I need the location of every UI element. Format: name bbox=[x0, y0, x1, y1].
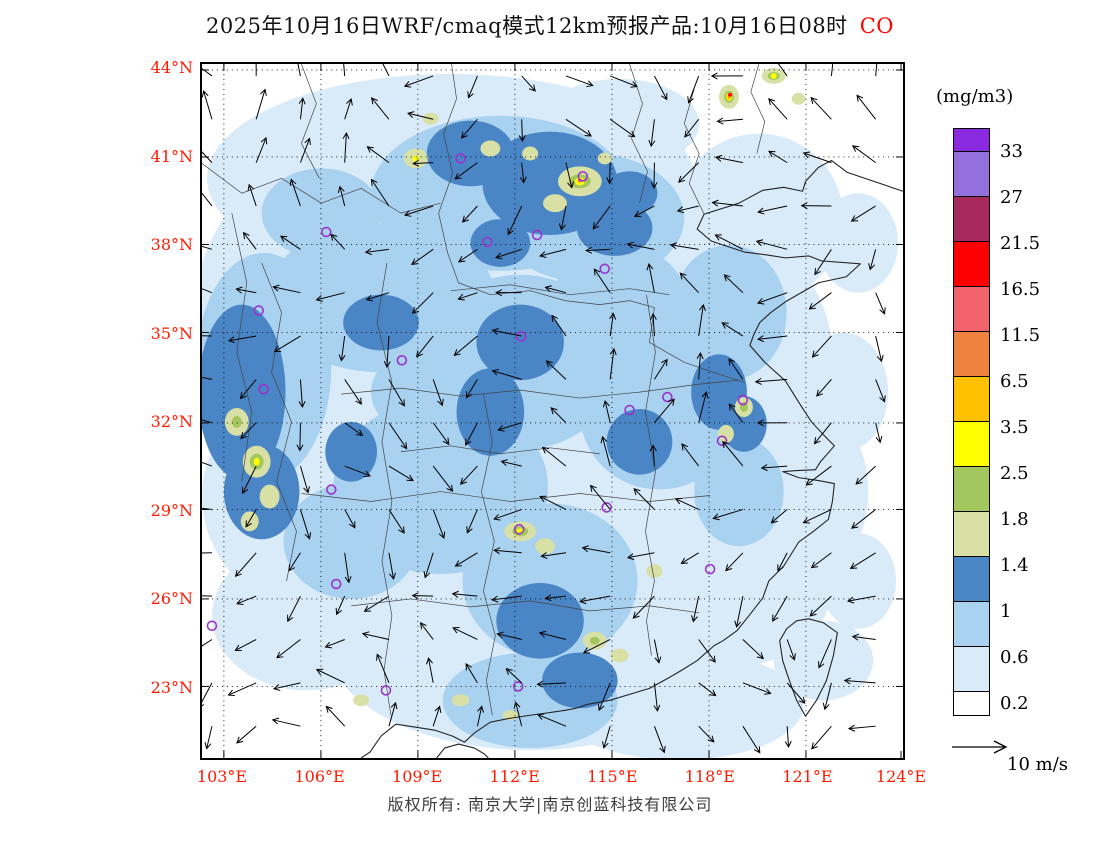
city-marker bbox=[531, 229, 543, 241]
lon-label: 121°E bbox=[782, 767, 833, 786]
colorbar-segment bbox=[954, 692, 989, 715]
city-marker bbox=[482, 236, 493, 248]
lon-label: 124°E bbox=[875, 767, 927, 786]
colorbar-tick-label: 1 bbox=[1000, 601, 1012, 622]
colorbar-tick-label: 21.5 bbox=[1000, 233, 1041, 254]
colorbar-tick-label: 3.5 bbox=[1000, 417, 1029, 438]
city-marker bbox=[599, 263, 610, 275]
colorbar-tick-label: 0.6 bbox=[1000, 647, 1029, 668]
lat-label: 26°N bbox=[150, 589, 193, 609]
forecast-map bbox=[200, 62, 905, 760]
hainan-coast bbox=[436, 743, 489, 758]
city-marker bbox=[455, 153, 466, 164]
colorbar-tick-label: 0.2 bbox=[1000, 693, 1029, 714]
colorbar-segment bbox=[954, 197, 989, 242]
colorbar-segment bbox=[954, 467, 989, 512]
colorbar-tick-label: 1.8 bbox=[1000, 509, 1029, 530]
lon-label: 115°E bbox=[587, 767, 638, 786]
lon-label: 106°E bbox=[294, 767, 345, 786]
colorbar-tick-label: 2.5 bbox=[1000, 463, 1029, 484]
colorbar-segment bbox=[954, 332, 989, 377]
lat-label: 38°N bbox=[150, 235, 193, 255]
city-marker bbox=[512, 681, 524, 692]
wind-scale-label: 10 m/s bbox=[1007, 754, 1068, 775]
title-text: 2025年10月16日WRF/cmaq模式12km预报产品:10月16日08时 bbox=[206, 14, 848, 38]
city-marker bbox=[206, 620, 218, 632]
city-marker bbox=[624, 404, 635, 416]
city-marker bbox=[321, 226, 332, 238]
colorbar-tick-label: 6.5 bbox=[1000, 371, 1029, 392]
city-marker bbox=[325, 484, 337, 495]
colorbar-segment bbox=[954, 557, 989, 602]
lon-label: 118°E bbox=[684, 767, 735, 786]
concentration-field bbox=[202, 67, 899, 758]
city-marker bbox=[330, 578, 342, 590]
page-title: 2025年10月16日WRF/cmaq模式12km预报产品:10月16日08时 C… bbox=[0, 10, 1100, 40]
colorbar-tick-label: 16.5 bbox=[1000, 279, 1041, 300]
city-marker bbox=[601, 502, 612, 513]
city-marker bbox=[577, 171, 589, 182]
colorbar-tick-label: 27 bbox=[1000, 187, 1023, 208]
lat-label: 41°N bbox=[150, 146, 193, 166]
city-marker bbox=[716, 435, 728, 447]
city-marker bbox=[380, 685, 392, 696]
wind-vectors bbox=[202, 64, 886, 754]
lon-label: 109°E bbox=[392, 767, 443, 786]
colorbar-segment bbox=[954, 602, 989, 647]
colorbar-tick-label: 33 bbox=[1000, 141, 1023, 162]
colorbar-segment bbox=[954, 152, 989, 197]
map-canvas bbox=[202, 64, 903, 758]
colorbar-segment bbox=[954, 129, 989, 152]
colorbar-units: (mg/m3) bbox=[936, 86, 1014, 107]
colorbar-segment bbox=[954, 242, 989, 287]
lon-label: 112°E bbox=[489, 767, 540, 786]
colorbar-segment bbox=[954, 422, 989, 467]
city-marker bbox=[737, 394, 749, 406]
province-boundaries bbox=[202, 64, 903, 758]
lon-label: 103°E bbox=[196, 767, 248, 786]
colorbar-segment bbox=[954, 377, 989, 422]
city-marker bbox=[258, 383, 269, 395]
colorbar-segment bbox=[954, 512, 989, 557]
lat-label: 29°N bbox=[150, 500, 193, 520]
city-marker bbox=[396, 355, 408, 366]
lat-label: 23°N bbox=[150, 677, 193, 697]
city-marker bbox=[515, 331, 527, 342]
wind-scale-arrow bbox=[952, 740, 1008, 754]
colorbar-segment bbox=[954, 287, 989, 332]
taiwan-island bbox=[779, 618, 838, 717]
species-label: CO bbox=[859, 14, 894, 38]
city-markers bbox=[206, 153, 749, 696]
city-marker bbox=[253, 305, 264, 316]
lat-label: 32°N bbox=[150, 412, 193, 432]
city-marker bbox=[704, 563, 716, 575]
colorbar-tick-label: 11.5 bbox=[1000, 325, 1041, 346]
axis-ticks bbox=[202, 64, 903, 758]
copyright-footer: 版权所有: 南京大学|南京创蓝科技有限公司 bbox=[387, 795, 713, 814]
city-marker bbox=[662, 391, 673, 403]
lat-label: 35°N bbox=[150, 323, 193, 343]
colorbar bbox=[953, 128, 990, 716]
lat-label: 44°N bbox=[150, 58, 193, 77]
city-marker bbox=[513, 524, 525, 535]
colorbar-tick-label: 1.4 bbox=[1000, 555, 1029, 576]
colorbar-segment bbox=[954, 647, 989, 692]
